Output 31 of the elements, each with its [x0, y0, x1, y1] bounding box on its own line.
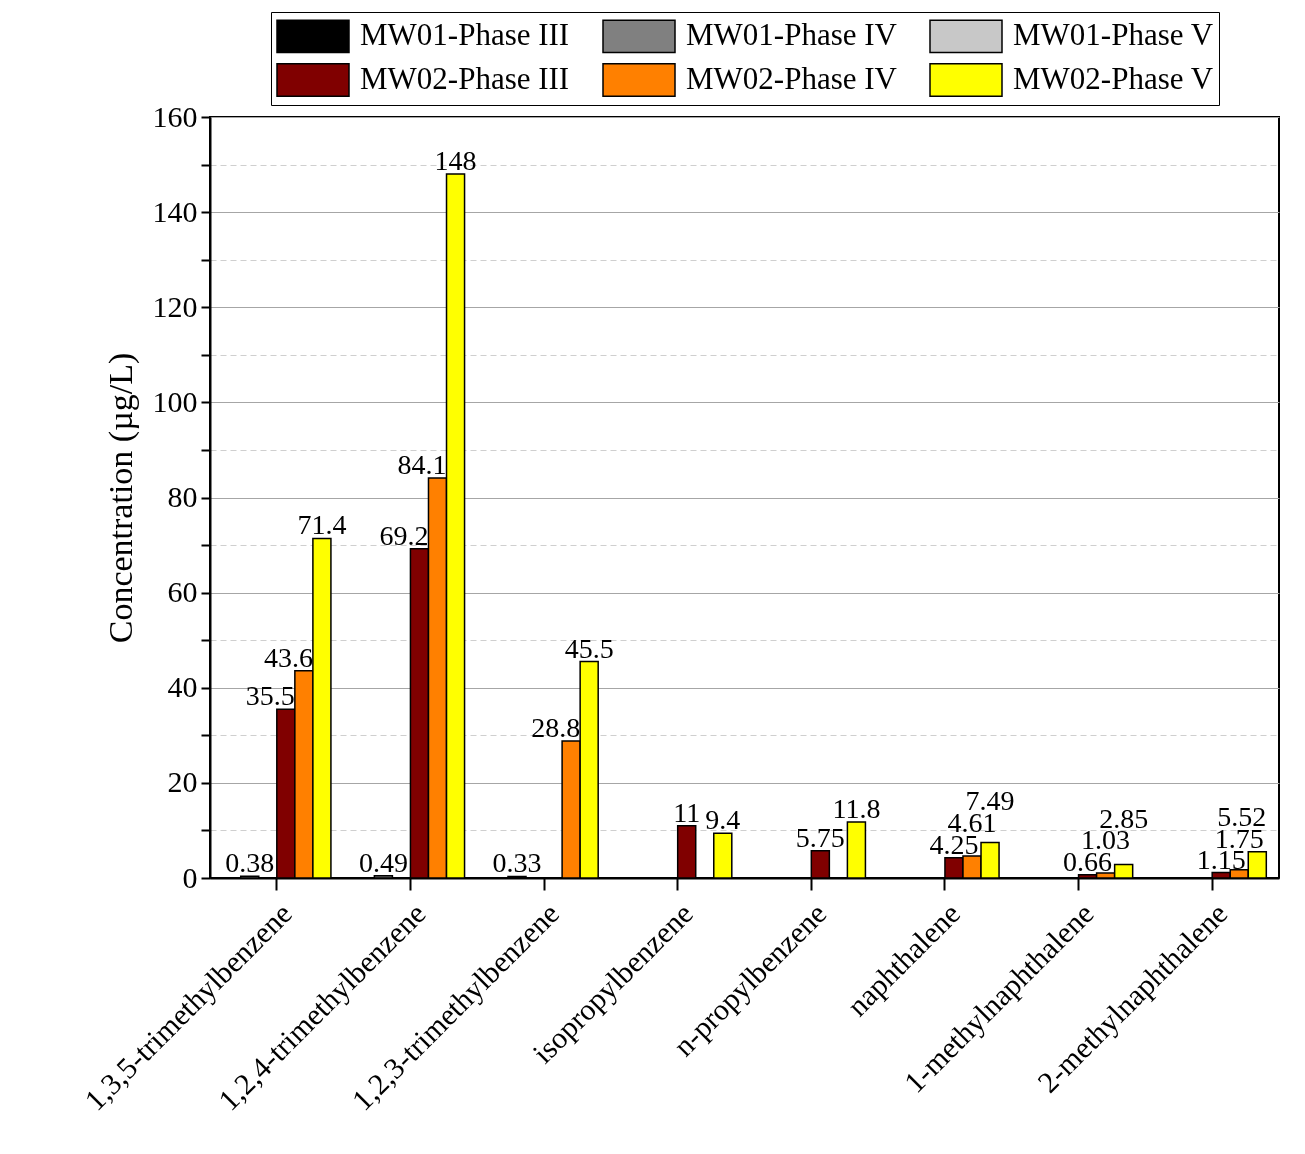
- y-axis-title: Concentration (µg/L): [101, 352, 140, 644]
- data-label: 0.38: [225, 847, 275, 879]
- data-label: 0.49: [358, 846, 408, 878]
- data-label: 35.5: [245, 680, 295, 712]
- data-label: 0.33: [492, 847, 542, 879]
- y-tick-label: 40: [167, 670, 198, 704]
- data-label: 11.8: [832, 792, 881, 824]
- y-tick-label: 160: [152, 99, 198, 133]
- y-tick-label: 20: [167, 765, 198, 799]
- legend-label: MW02-Phase III: [360, 61, 570, 96]
- data-label: 71.4: [297, 509, 347, 541]
- legend-label: MW02-Phase IV: [686, 61, 898, 96]
- data-label: 69.2: [379, 519, 429, 551]
- data-label: 43.6: [263, 641, 313, 673]
- data-label: 5.75: [795, 821, 845, 853]
- y-tick-label: 80: [167, 480, 198, 513]
- data-label: 11: [673, 796, 701, 828]
- data-label: 9.4: [705, 804, 741, 836]
- legend-label: MW01-Phase V: [1013, 17, 1214, 53]
- legend-label: MW01-Phase III: [360, 17, 570, 53]
- legend-label: MW02-Phase V: [1013, 61, 1214, 96]
- y-tick-label: 100: [152, 384, 198, 418]
- legend-label: MW01-Phase IV: [686, 17, 898, 53]
- y-tick-label: 0: [182, 860, 198, 894]
- y-tick-label: 60: [167, 575, 198, 609]
- y-tick-label: 140: [152, 194, 198, 228]
- data-label: 148: [434, 145, 477, 177]
- y-tick-label: 120: [152, 289, 198, 323]
- data-label: 45.5: [564, 632, 614, 664]
- data-label: 84.1: [397, 449, 447, 480]
- data-label: 28.8: [531, 712, 581, 744]
